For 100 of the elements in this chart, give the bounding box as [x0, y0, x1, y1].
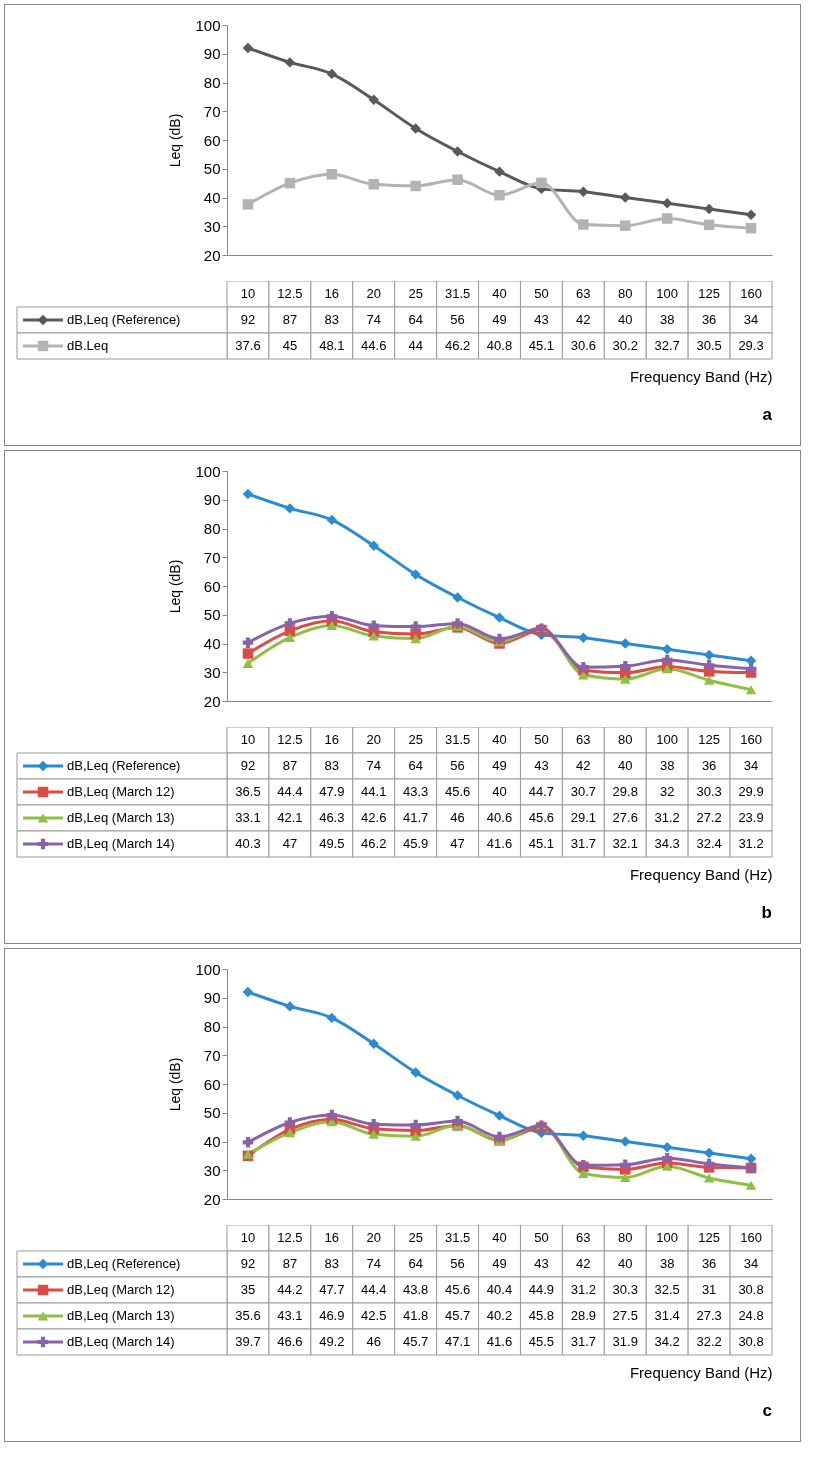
data-label: 45.5: [528, 1334, 555, 1349]
x-tick-label: 10: [240, 286, 256, 301]
data-label: 87: [282, 1256, 298, 1271]
data-label: 40.6: [486, 810, 513, 825]
data-label: 49: [492, 312, 507, 327]
x-tick-label: 16: [324, 286, 340, 301]
data-label: 28.9: [570, 1308, 596, 1323]
data-label: 46.2: [444, 338, 471, 353]
data-label: 29.9: [738, 784, 764, 799]
data-label: 44.2: [277, 1282, 303, 1297]
y-tick-label: 70: [203, 102, 221, 120]
data-label: 45.6: [528, 810, 555, 825]
y-tick-label: 90: [203, 45, 221, 63]
x-tick-label: 20: [366, 1230, 381, 1245]
data-label: 48.1: [319, 338, 345, 353]
data-label: 43: [534, 312, 549, 327]
y-tick-label: 40: [203, 189, 221, 206]
x-tick-label: 25: [408, 1230, 423, 1245]
x-tick-label: 50: [534, 286, 549, 301]
text: b: [761, 903, 772, 922]
data-label: 43: [534, 1256, 549, 1271]
x-tick-label: 63: [576, 1230, 591, 1245]
y-tick-label: 100: [195, 960, 221, 978]
legend-label: dB,Leq (March 14): [67, 1334, 175, 1349]
data-label: 38: [659, 758, 675, 773]
text: c: [762, 1401, 772, 1420]
legend-label: dB,Leq (Reference): [67, 1256, 181, 1271]
x-tick-label: 80: [618, 286, 633, 301]
data-label: 74: [366, 1256, 381, 1271]
data-label: 45.8: [528, 1308, 555, 1323]
data-label: 31.9: [612, 1334, 638, 1349]
data-label: 32: [659, 784, 675, 799]
data-label: 64: [408, 1256, 423, 1271]
data-label: 44: [408, 338, 423, 353]
x-tick-label: 31.5: [444, 732, 471, 747]
data-label: 40: [492, 784, 507, 799]
data-label: 30.7: [570, 784, 596, 799]
data-label: 46.2: [361, 836, 387, 851]
data-label: 44.7: [528, 784, 555, 799]
y-tick-label: 60: [203, 1075, 221, 1093]
data-label: 34: [743, 1256, 759, 1271]
y-tick-label: 80: [203, 74, 221, 91]
data-label: 47: [282, 836, 298, 851]
y-tick-label: 90: [203, 491, 221, 509]
data-label: 31.2: [738, 836, 764, 851]
x-tick-label: 125: [698, 1230, 720, 1245]
x-tick-label: 12.5: [277, 286, 303, 301]
data-label: 38: [659, 312, 675, 327]
data-label: 30.3: [612, 1282, 638, 1297]
x-tick-label: 160: [740, 1230, 762, 1245]
data-label: 44.4: [361, 1282, 387, 1297]
data-label: 38: [659, 1256, 675, 1271]
x-tick-label: 80: [618, 732, 633, 747]
y-tick-label: 70: [203, 548, 221, 566]
data-label: 56: [450, 312, 465, 327]
data-label: 30.8: [738, 1334, 764, 1349]
data-label: 45.6: [444, 784, 471, 799]
data-label: 36.5: [235, 784, 261, 799]
data-label: 30.6: [570, 338, 596, 353]
y-tick-label: 100: [195, 462, 221, 480]
data-label: 31.2: [654, 810, 680, 825]
data-label: 23.9: [738, 810, 764, 825]
data-label: 36: [701, 1256, 717, 1271]
y-axis-title: Leq (dB): [167, 559, 184, 614]
y-tick-label: 30: [203, 217, 221, 235]
y-tick-label: 90: [203, 989, 221, 1007]
data-label: 64: [408, 312, 423, 327]
data-label: 43.1: [277, 1308, 303, 1323]
x-tick-label: 16: [324, 732, 340, 747]
data-label: 45.7: [444, 1308, 471, 1323]
x-tick-label: 20: [366, 732, 381, 747]
x-tick-label: 31.5: [444, 286, 471, 301]
x-tick-label: 160: [740, 732, 762, 747]
x-tick-label: 63: [576, 286, 591, 301]
x-tick-label: 100: [656, 286, 679, 301]
data-label: 92: [240, 758, 256, 773]
data-label: 36: [701, 312, 717, 327]
data-label: 34: [743, 758, 759, 773]
x-tick-label: 20: [366, 286, 381, 301]
data-label: 45.1: [528, 836, 555, 851]
y-tick-label: 20: [203, 692, 221, 710]
data-label: 42: [576, 758, 591, 773]
y-tick-label: 100: [195, 16, 221, 34]
y-tick-label: 40: [203, 635, 221, 652]
x-tick-label: 50: [534, 1230, 549, 1245]
data-label: 42.6: [361, 810, 387, 825]
legend-label: dB.Leq: [67, 338, 109, 353]
data-label: 41.8: [403, 1308, 429, 1323]
data-label: 39.7: [235, 1334, 261, 1349]
y-tick-label: 80: [203, 1018, 221, 1035]
data-label: 42: [576, 1256, 591, 1271]
data-label: 42: [576, 312, 591, 327]
data-label: 45.1: [528, 338, 555, 353]
data-label: 46.3: [319, 810, 345, 825]
y-axis-title: Leq (dB): [167, 113, 184, 168]
legend-label: dB,Leq (March 12): [67, 784, 175, 799]
data-label: 49: [492, 758, 507, 773]
data-label: 46.6: [277, 1334, 303, 1349]
data-label: 45.7: [403, 1334, 429, 1349]
data-label: 34.2: [654, 1334, 680, 1349]
